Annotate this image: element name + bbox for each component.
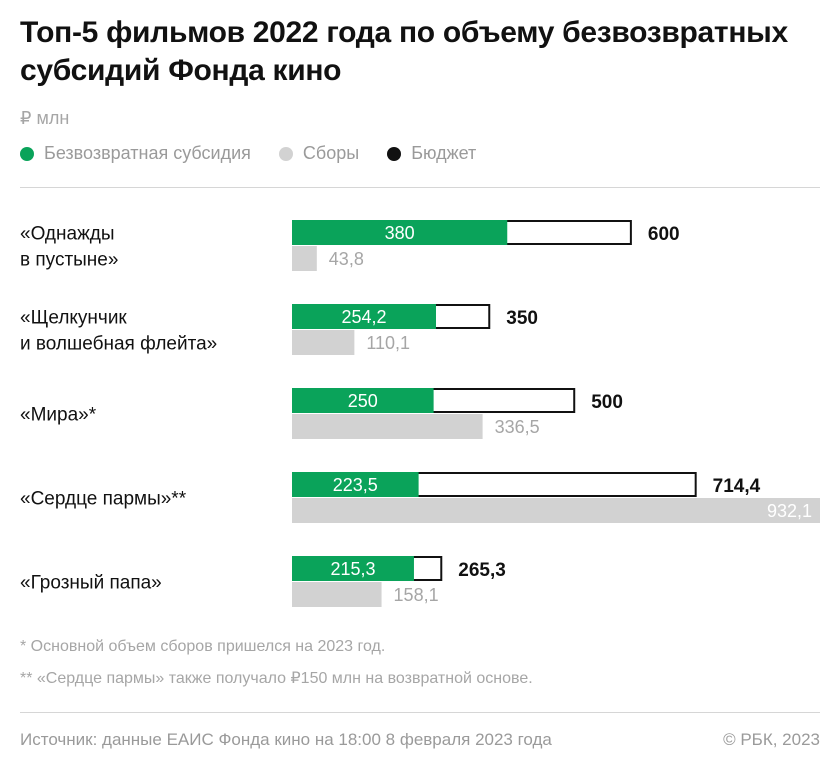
legend-item-subsidy: Безвозвратная субсидия — [20, 143, 251, 164]
category-label: и волшебная флейта» — [20, 334, 217, 355]
source-text: Источник: данные ЕАИС Фонда кино на 18:0… — [20, 730, 552, 749]
copyright-text: © РБК, 2023 — [723, 730, 820, 749]
legend-dot-budget — [387, 146, 402, 161]
legend-item-budget: Бюджет — [387, 143, 476, 164]
footnote-2: ** «Сердце пармы» также получало ₽150 мл… — [20, 670, 533, 687]
subsidy-bar — [292, 388, 434, 413]
subsidy-bar — [292, 556, 414, 581]
budget-value-label: 350 — [506, 308, 538, 329]
top-divider — [20, 187, 820, 188]
bottom-divider — [20, 712, 820, 713]
legend-dot-subsidy — [20, 146, 34, 161]
category-label: «Щелкунчик — [20, 308, 127, 329]
subsidy-value-label: 215,3 — [330, 559, 375, 579]
boxoffice-bar — [292, 498, 820, 523]
subsidy-bar — [292, 304, 436, 329]
category-label: «Однажды — [20, 224, 115, 245]
boxoffice-value-label: 336,5 — [495, 417, 540, 437]
boxoffice-bar — [292, 414, 483, 439]
subsidy-value-label: 254,2 — [341, 307, 386, 327]
boxoffice-value-label: 932,1 — [767, 501, 812, 521]
subsidy-value-label: 223,5 — [333, 475, 378, 495]
legend-label-boxoffice: Сборы — [302, 143, 360, 163]
boxoffice-bar — [292, 582, 382, 607]
budget-value-label: 714,4 — [713, 476, 761, 497]
legend-label-subsidy: Безвозвратная субсидия — [44, 143, 251, 163]
category-label: в пустыне» — [20, 250, 118, 271]
boxoffice-value-label: 158,1 — [394, 585, 439, 605]
legend-dot-boxoffice — [278, 146, 293, 161]
boxoffice-value-label: 43,8 — [329, 249, 364, 269]
unit-label: ₽ млн — [20, 108, 70, 128]
subsidy-bar — [292, 220, 508, 245]
category-label: «Грозный папа» — [20, 573, 162, 594]
subsidy-value-label: 250 — [348, 391, 378, 411]
boxoffice-bar — [292, 330, 355, 355]
budget-value-label: 500 — [591, 392, 623, 413]
category-label: «Мира»* — [20, 405, 97, 426]
legend: Безвозвратная субсидия Сборы Бюджет — [20, 143, 504, 164]
bar-chart: «Однажды в пустыне» 380 600 43,8 «Щелкунчик и … — [20, 220, 820, 607]
subsidy-bar — [292, 472, 419, 497]
budget-value-label: 265,3 — [458, 560, 506, 581]
budget-value-label: 600 — [648, 224, 680, 245]
subsidy-value-label: 380 — [385, 223, 415, 243]
boxoffice-value-label: 110,1 — [366, 333, 410, 353]
boxoffice-bar — [292, 246, 317, 271]
chart-title: Топ-5 фильмов 2022 года по объему безвоз… — [20, 16, 788, 87]
footnote-1: * Основной объем сборов пришелся на 2023… — [20, 638, 386, 655]
legend-item-boxoffice: Сборы — [278, 143, 360, 164]
category-label: «Сердце пармы»** — [20, 489, 187, 510]
legend-label-budget: Бюджет — [411, 143, 477, 163]
